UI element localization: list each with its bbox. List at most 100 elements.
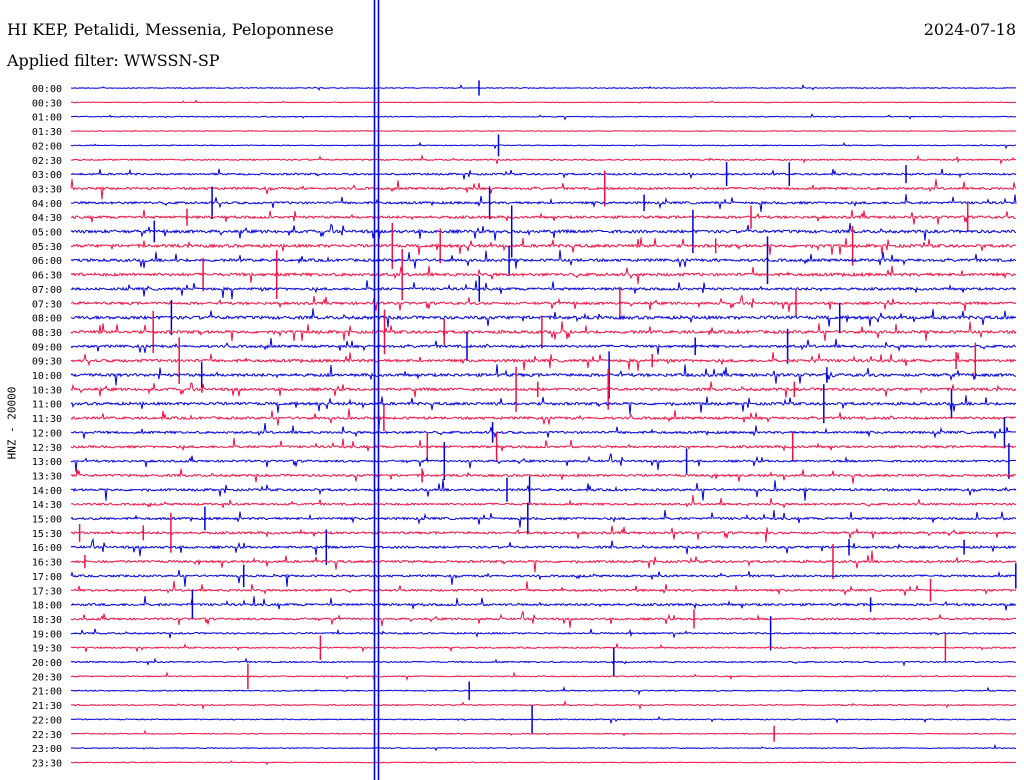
trace-row-1730 bbox=[70, 580, 1017, 597]
time-label-1230: 12:30 bbox=[32, 443, 62, 454]
time-label-0330: 03:30 bbox=[32, 184, 62, 195]
time-label-0230: 02:30 bbox=[32, 156, 62, 167]
trace-row-0100 bbox=[70, 113, 1017, 121]
trace-row-0400 bbox=[70, 194, 1017, 212]
trace-row-1000 bbox=[70, 364, 1017, 386]
time-labels: 00:00 00:30 01:00 01:30 02:00 02:30 03:00 03:30… bbox=[32, 84, 62, 769]
time-label-0630: 06:30 bbox=[32, 271, 62, 282]
time-label-0030: 00:30 bbox=[32, 98, 62, 109]
time-label-0400: 04:00 bbox=[32, 199, 62, 210]
trace-row-1330 bbox=[70, 468, 1017, 484]
trace-row-0530 bbox=[70, 237, 1016, 256]
time-label-1130: 11:30 bbox=[32, 414, 62, 425]
trace-row-2000 bbox=[70, 657, 1017, 667]
time-label-0500: 05:00 bbox=[32, 228, 62, 239]
trace-row-2330 bbox=[71, 760, 1017, 766]
trace-row-0200 bbox=[70, 141, 1016, 150]
time-label-0730: 07:30 bbox=[32, 299, 62, 310]
time-label-1530: 15:30 bbox=[32, 529, 62, 540]
time-label-2200: 22:00 bbox=[32, 715, 62, 726]
time-label-0300: 03:00 bbox=[32, 170, 62, 181]
trace-row-1530 bbox=[70, 525, 1017, 543]
trace-row-2030 bbox=[70, 671, 1017, 682]
trace-row-0430 bbox=[70, 209, 1016, 225]
time-label-1400: 14:00 bbox=[32, 486, 62, 497]
time-label-1600: 16:00 bbox=[32, 543, 62, 554]
time-label-1300: 13:00 bbox=[32, 457, 62, 468]
trace-row-1700 bbox=[70, 569, 1017, 587]
trace-row-2130 bbox=[70, 699, 1017, 711]
trace-row-0130 bbox=[70, 130, 1017, 133]
station-title: HI KEP, Petalidi, Messenia, Peloponnese bbox=[7, 20, 334, 39]
time-label-1830: 18:30 bbox=[32, 615, 62, 626]
trace-row-1800 bbox=[70, 595, 1017, 611]
time-label-1800: 18:00 bbox=[32, 601, 62, 612]
trace-row-1500 bbox=[70, 509, 1017, 528]
trace-row-0630 bbox=[70, 265, 1017, 285]
time-label-0830: 08:30 bbox=[32, 328, 62, 339]
trace-row-1930 bbox=[70, 643, 1017, 653]
time-label-1330: 13:30 bbox=[32, 471, 62, 482]
time-label-0930: 09:30 bbox=[32, 357, 62, 368]
trace-row-0330 bbox=[70, 178, 1017, 200]
minute-marker bbox=[373, 0, 380, 780]
time-label-2330: 23:30 bbox=[32, 758, 62, 769]
time-label-1100: 11:00 bbox=[32, 400, 62, 411]
trace-rows bbox=[70, 80, 1017, 766]
trace-row-0830 bbox=[70, 321, 1017, 342]
trace-row-2300 bbox=[70, 743, 1016, 752]
time-label-0800: 08:00 bbox=[32, 314, 62, 325]
record-date: 2024-07-18 bbox=[923, 20, 1016, 39]
time-label-2300: 23:00 bbox=[32, 744, 62, 755]
time-label-1030: 10:30 bbox=[32, 385, 62, 396]
time-label-1200: 12:00 bbox=[32, 428, 62, 439]
time-label-1730: 17:30 bbox=[32, 586, 62, 597]
time-label-0130: 01:30 bbox=[32, 127, 62, 138]
time-label-2000: 20:00 bbox=[32, 658, 62, 669]
time-label-2130: 21:30 bbox=[32, 701, 62, 712]
trace-row-0930 bbox=[70, 351, 1017, 372]
time-label-0600: 06:00 bbox=[32, 256, 62, 267]
time-label-1900: 19:00 bbox=[32, 629, 62, 640]
time-label-1500: 15:00 bbox=[32, 515, 62, 526]
trace-row-1230 bbox=[70, 438, 1017, 452]
time-label-1700: 17:00 bbox=[32, 572, 62, 583]
time-label-0900: 09:00 bbox=[32, 342, 62, 353]
trace-row-1100 bbox=[70, 395, 1017, 415]
trace-row-2230 bbox=[70, 729, 1017, 737]
trace-row-0000 bbox=[70, 83, 1017, 92]
trace-row-0900 bbox=[70, 338, 1017, 355]
trace-row-0230 bbox=[70, 153, 1017, 166]
trace-row-0730 bbox=[70, 294, 1017, 313]
trace-row-1130 bbox=[70, 408, 1017, 430]
time-label-0530: 05:30 bbox=[32, 242, 62, 253]
trace-row-1030 bbox=[70, 381, 1017, 398]
trace-row-2100 bbox=[70, 686, 1017, 696]
trace-row-1430 bbox=[70, 494, 1017, 509]
trace-row-1900 bbox=[70, 628, 1017, 639]
trace-row-0300 bbox=[70, 168, 1017, 180]
time-label-0430: 04:30 bbox=[32, 213, 62, 224]
trace-row-1830 bbox=[70, 611, 1017, 628]
trace-row-0700 bbox=[70, 280, 1017, 300]
trace-row-0500 bbox=[70, 222, 1017, 241]
time-label-0100: 01:00 bbox=[32, 113, 62, 124]
trace-row-1200 bbox=[70, 423, 1017, 439]
time-label-1000: 10:00 bbox=[32, 371, 62, 382]
time-label-1630: 16:30 bbox=[32, 558, 62, 569]
time-label-2230: 22:30 bbox=[32, 730, 62, 741]
time-label-1930: 19:30 bbox=[32, 644, 62, 655]
trace-row-0600 bbox=[70, 249, 1017, 269]
time-label-1430: 14:30 bbox=[32, 500, 62, 511]
time-label-0000: 00:00 bbox=[32, 84, 62, 95]
trace-row-1630 bbox=[70, 550, 1017, 573]
time-label-2030: 20:30 bbox=[32, 672, 62, 683]
time-label-0200: 02:00 bbox=[32, 141, 62, 152]
trace-row-1600 bbox=[70, 537, 1017, 557]
time-label-2100: 21:00 bbox=[32, 687, 62, 698]
filter-label: Applied filter: WWSSN-SP bbox=[7, 51, 220, 70]
time-label-0700: 07:00 bbox=[32, 285, 62, 296]
trace-row-1300 bbox=[70, 453, 1017, 472]
trace-row-0030 bbox=[70, 99, 1017, 104]
